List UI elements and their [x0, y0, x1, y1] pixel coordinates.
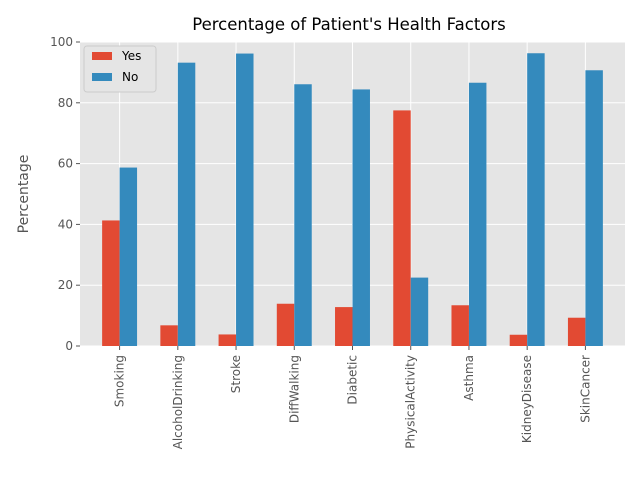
legend-label-no: No [122, 70, 138, 84]
bar-no-physicalactivity [410, 277, 429, 346]
bar-yes-stroke [218, 334, 237, 346]
bar-yes-physicalactivity [393, 110, 411, 347]
x-tick-label: DiffWalking [287, 355, 301, 423]
bar-yes-diabetic [335, 307, 353, 346]
x-tick-label: Stroke [229, 355, 243, 393]
bar-yes-skincancer [567, 317, 586, 346]
legend: Yes No [83, 45, 157, 93]
bars [102, 53, 603, 347]
bar-yes-smoking [102, 220, 120, 346]
bar-yes-asthma [451, 305, 469, 346]
y-tick-label: 20 [58, 278, 73, 292]
x-tick-label: Smoking [113, 355, 127, 407]
bar-yes-kidneydisease [509, 334, 528, 346]
x-tick-label: AlcoholDrinking [171, 355, 185, 449]
x-tick-label: Diabetic [346, 355, 360, 405]
y-tick-label: 100 [50, 35, 73, 49]
x-tick-label: Asthma [462, 355, 476, 401]
y-tick-label: 40 [58, 217, 73, 231]
y-axis-ticks: 0 20 40 60 80 100 [50, 35, 80, 353]
bar-yes-diffwalking [276, 303, 295, 346]
legend-swatch-yes [92, 52, 112, 60]
bar-no-kidneydisease [527, 53, 545, 347]
x-tick-label: KidneyDisease [520, 355, 534, 443]
bar-no-stroke [236, 53, 254, 346]
bar-no-skincancer [585, 70, 603, 346]
bar-no-diffwalking [294, 84, 312, 347]
bar-no-smoking [119, 167, 138, 346]
x-axis-ticks: Smoking AlcoholDrinking Stroke DiffWalking D… [113, 346, 592, 449]
x-tick-label: PhysicalActivity [404, 355, 418, 449]
bar-no-asthma [468, 82, 487, 347]
x-tick-label: SkinCancer [578, 355, 592, 423]
legend-swatch-no [92, 73, 112, 81]
bar-no-alcoholdrinking [177, 62, 196, 347]
y-tick-label: 0 [65, 339, 73, 353]
bar-no-diabetic [352, 89, 370, 346]
y-axis-label: Percentage [16, 155, 32, 234]
chart-title: Percentage of Patient's Health Factors [192, 15, 506, 34]
y-tick-label: 80 [58, 96, 73, 110]
y-tick-label: 60 [58, 157, 73, 171]
bar-yes-alcoholdrinking [160, 325, 178, 346]
legend-label-yes: Yes [121, 49, 141, 63]
